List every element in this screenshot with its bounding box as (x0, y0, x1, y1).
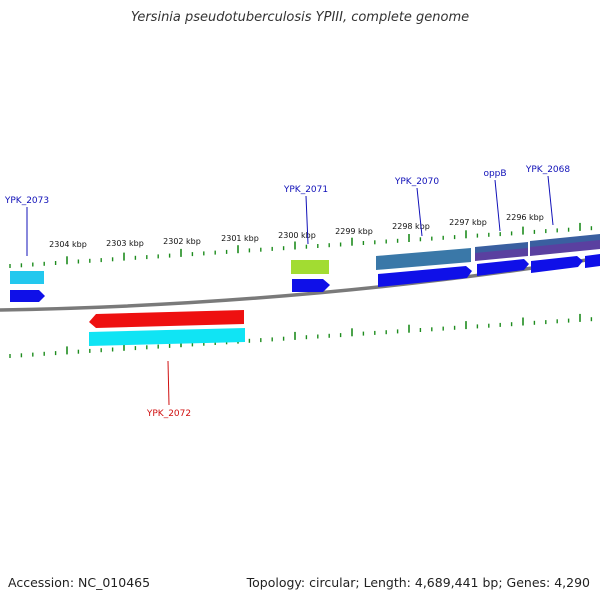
kbp-label-2302: 2302 kbp (163, 237, 201, 246)
cds-arrow-next (585, 254, 600, 268)
gene-block (291, 260, 329, 274)
kbp-label-2296: 2296 kbp (506, 213, 544, 222)
gene-ypk-2068[interactable]: YPK_2068 (525, 165, 600, 273)
map-title: Yersinia pseudotuberculosis YPIII, compl… (130, 10, 470, 25)
kbp-label-2301: 2301 kbp (221, 234, 259, 243)
kbp-label-2297: 2297 kbp (449, 218, 487, 227)
gene-block-purple (530, 240, 600, 256)
cds-arrow-reverse (89, 310, 244, 328)
gene-label: YPK_2072 (146, 409, 191, 419)
outer-tick-ring (9, 222, 593, 268)
label-leader (416, 187, 423, 237)
cds-arrow (477, 259, 529, 276)
gene-ypk-2073[interactable]: YPK_2073 (4, 196, 49, 302)
gene-label: YPK_2073 (4, 196, 49, 206)
gene-block (376, 248, 471, 270)
cds-arrow (10, 290, 45, 302)
cds-arrow (531, 256, 583, 273)
gene-label: YPK_2068 (525, 165, 571, 175)
kbp-label-2299: 2299 kbp (335, 227, 373, 236)
gene-ypk-2071[interactable]: YPK_2071 (283, 185, 330, 292)
cds-arrow (378, 266, 472, 287)
kbp-label-2300: 2300 kbp (278, 231, 316, 240)
gene-label: YPK_2071 (283, 185, 328, 195)
kbp-scale-labels: 2304 kbp 2303 kbp 2302 kbp 2301 kbp 2300… (49, 213, 544, 249)
gene-label: oppB (483, 169, 506, 179)
cds-arrow (292, 279, 330, 292)
kbp-label-2303: 2303 kbp (106, 239, 144, 248)
label-leader (167, 360, 170, 406)
gene-oppb[interactable]: oppB (475, 169, 529, 276)
gene-ypk-2072[interactable]: YPK_2072 (89, 310, 245, 419)
gene-block-purple (475, 248, 528, 261)
gene-block (10, 271, 44, 284)
label-leader (305, 195, 309, 245)
gene-label: YPK_2070 (394, 177, 440, 187)
gene-ypk-2070[interactable]: YPK_2070 (376, 177, 472, 287)
label-leader (494, 179, 501, 232)
kbp-label-2304: 2304 kbp (49, 240, 87, 249)
genome-summary-label: Topology: circular; Length: 4,689,441 bp… (246, 575, 590, 590)
gene-block (89, 328, 245, 346)
kbp-label-2298: 2298 kbp (392, 222, 430, 231)
label-leader (547, 175, 554, 226)
accession-label: Accession: NC_010465 (8, 575, 151, 590)
